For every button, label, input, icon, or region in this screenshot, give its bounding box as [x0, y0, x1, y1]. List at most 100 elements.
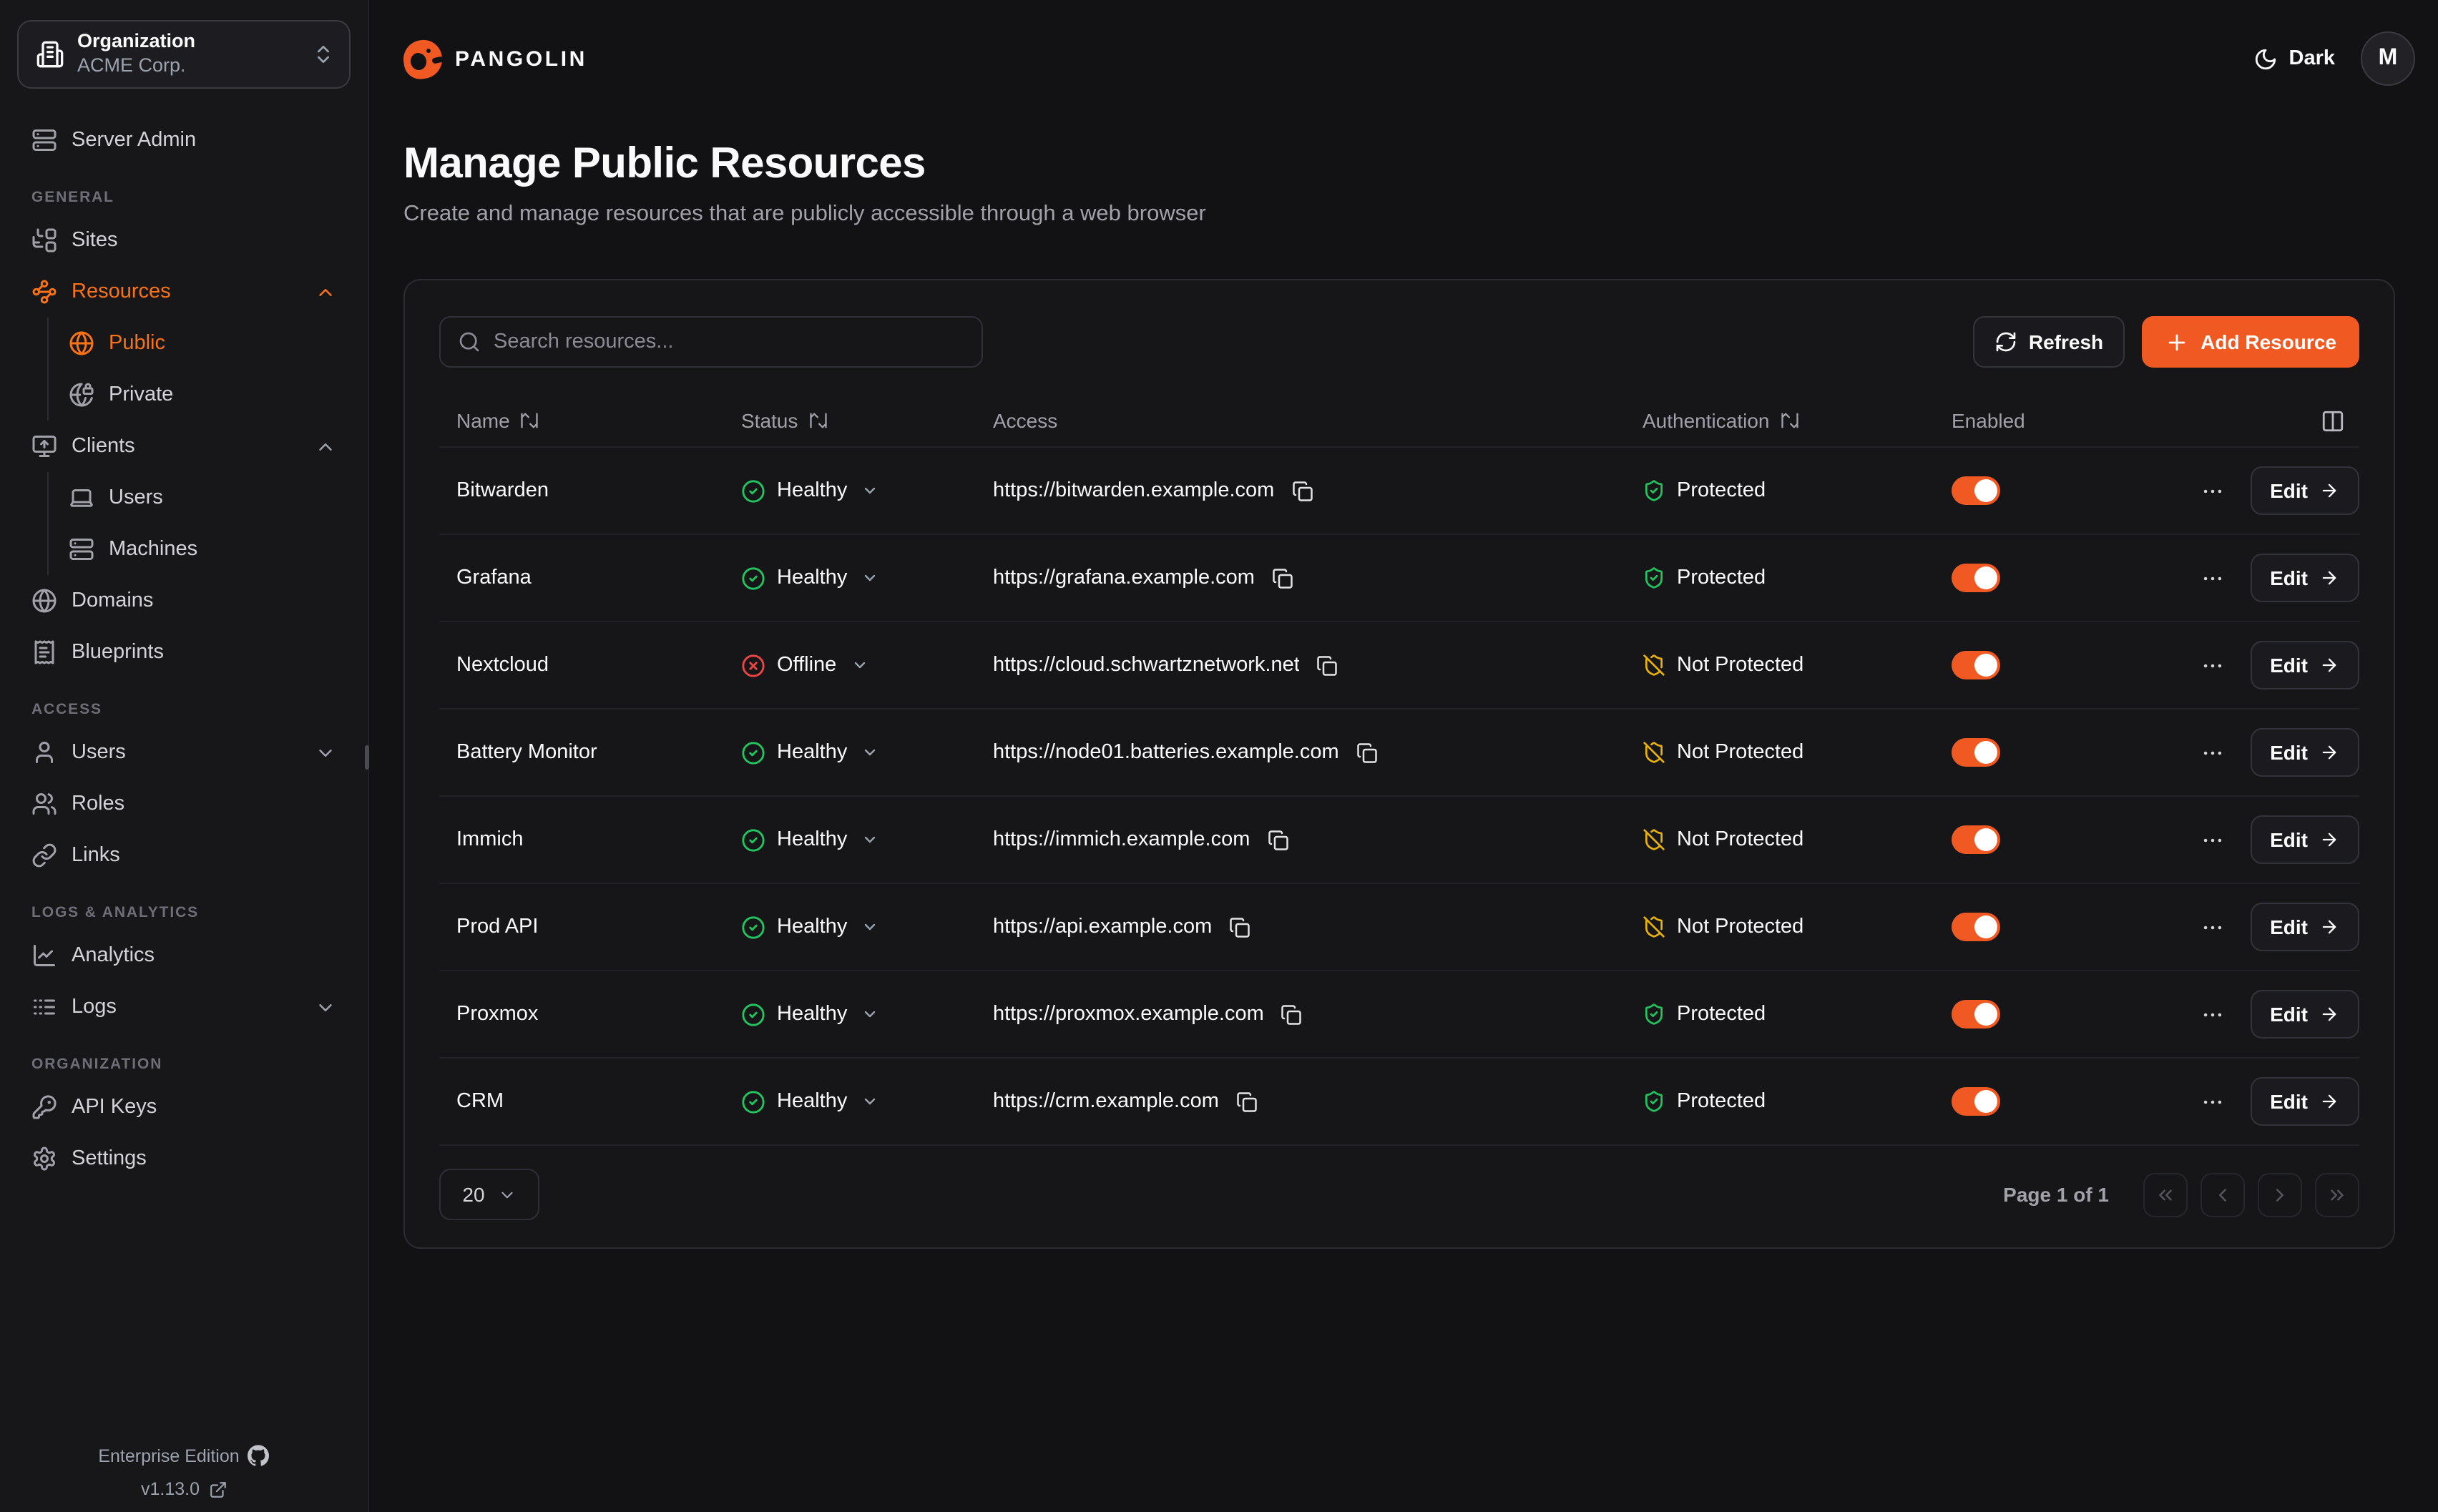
edit-button[interactable]: Edit — [2250, 1077, 2359, 1126]
refresh-button[interactable]: Refresh — [1972, 316, 2125, 368]
sidebar-item-api-keys[interactable]: API Keys — [17, 1081, 351, 1133]
sidebar-item-logs[interactable]: Logs — [17, 981, 351, 1033]
sidebar-item-links[interactable]: Links — [17, 830, 351, 881]
copy-icon[interactable] — [1226, 913, 1253, 941]
resource-url[interactable]: https://immich.example.com — [993, 828, 1250, 851]
sidebar-item-label: Private — [109, 383, 174, 406]
sidebar-item-roles[interactable]: Roles — [17, 778, 351, 830]
row-actions-button[interactable] — [2194, 560, 2230, 596]
edit-label: Edit — [2270, 566, 2308, 589]
sidebar-item-clients[interactable]: Clients — [17, 421, 351, 472]
enabled-toggle[interactable] — [1952, 476, 2000, 505]
org-switcher[interactable]: Organization ACME Corp. — [17, 20, 351, 89]
enabled-toggle[interactable] — [1952, 1000, 2000, 1029]
enabled-toggle[interactable] — [1952, 738, 2000, 767]
sidebar-item-label: Roles — [72, 792, 125, 815]
brand[interactable]: PANGOLIN — [401, 36, 587, 81]
status-dropdown[interactable]: Offline — [724, 653, 976, 677]
copy-icon[interactable] — [1233, 1088, 1260, 1115]
resource-url[interactable]: https://crm.example.com — [993, 1090, 1219, 1113]
resources-icon — [31, 279, 57, 305]
edit-button[interactable]: Edit — [2250, 903, 2359, 951]
sidebar-item-sites[interactable]: Sites — [17, 215, 351, 266]
previous-page-button[interactable] — [2200, 1172, 2245, 1217]
enabled-toggle[interactable] — [1952, 825, 2000, 854]
sidebar-item-resources[interactable]: Resources — [17, 266, 351, 318]
first-page-button[interactable] — [2143, 1172, 2188, 1217]
sidebar-item-settings[interactable]: Settings — [17, 1133, 351, 1184]
copy-icon[interactable] — [1269, 564, 1296, 591]
next-page-button[interactable] — [2258, 1172, 2302, 1217]
copy-icon[interactable] — [1353, 739, 1381, 766]
search-input[interactable] — [494, 330, 964, 353]
chevron-down-icon — [315, 742, 336, 763]
status-dropdown[interactable]: Healthy — [724, 740, 976, 765]
sidebar-scrollbar-thumb[interactable] — [365, 745, 369, 770]
column-header-authentication[interactable]: Authentication — [1625, 409, 1934, 432]
enabled-toggle[interactable] — [1952, 1087, 2000, 1116]
edit-button[interactable]: Edit — [2250, 466, 2359, 515]
page-size-select[interactable]: 20 — [439, 1169, 539, 1220]
last-page-button[interactable] — [2315, 1172, 2359, 1217]
sidebar-item-blueprints[interactable]: Blueprints — [17, 627, 351, 678]
status-dropdown[interactable]: Healthy — [724, 1002, 976, 1026]
copy-icon[interactable] — [1278, 1001, 1306, 1028]
sidebar-item-public[interactable]: Public — [53, 318, 351, 369]
resource-url[interactable]: https://node01.batteries.example.com — [993, 741, 1339, 764]
edit-button[interactable]: Edit — [2250, 990, 2359, 1039]
sidebar-item-users[interactable]: Users — [17, 727, 351, 778]
resource-url[interactable]: https://api.example.com — [993, 915, 1213, 938]
shield-off-icon — [1643, 828, 1665, 851]
sidebar-item-domains[interactable]: Domains — [17, 575, 351, 627]
column-header-status[interactable]: Status — [724, 409, 976, 432]
row-actions-button[interactable] — [2194, 647, 2230, 683]
edit-button[interactable]: Edit — [2250, 641, 2359, 689]
resource-url[interactable]: https://grafana.example.com — [993, 566, 1255, 589]
copy-icon[interactable] — [1288, 477, 1316, 504]
columns-toggle-button[interactable] — [2318, 406, 2348, 436]
column-header-name[interactable]: Name — [439, 409, 724, 432]
row-actions-button[interactable] — [2194, 909, 2230, 945]
chevron-down-icon — [861, 569, 878, 586]
edit-button[interactable]: Edit — [2250, 728, 2359, 777]
status-dropdown[interactable]: Healthy — [724, 566, 976, 590]
status-dropdown[interactable]: Healthy — [724, 915, 976, 939]
avatar[interactable]: M — [2361, 31, 2415, 86]
resource-url[interactable]: https://proxmox.example.com — [993, 1003, 1264, 1026]
github-icon[interactable] — [248, 1445, 270, 1466]
table-row: Bitwarden Healthy https://bitwarden.exam… — [439, 448, 2359, 535]
sidebar-item-analytics[interactable]: Analytics — [17, 930, 351, 981]
sidebar-item-machines[interactable]: Machines — [53, 524, 351, 575]
sidebar-item-private[interactable]: Private — [53, 369, 351, 421]
authentication-label: Not Protected — [1677, 915, 1804, 938]
theme-toggle-button[interactable]: Dark — [2253, 46, 2335, 71]
copy-icon[interactable] — [1314, 652, 1341, 679]
column-label: Name — [456, 409, 510, 432]
row-actions-button[interactable] — [2194, 735, 2230, 770]
row-actions-button[interactable] — [2194, 473, 2230, 509]
table-row: Battery Monitor Healthy https://node01.b… — [439, 710, 2359, 797]
row-actions-button[interactable] — [2194, 1084, 2230, 1119]
row-actions-button[interactable] — [2194, 996, 2230, 1032]
edit-button[interactable]: Edit — [2250, 554, 2359, 602]
enabled-toggle[interactable] — [1952, 564, 2000, 592]
sidebar-item-client-users[interactable]: Users — [53, 472, 351, 524]
external-link-icon[interactable] — [208, 1480, 227, 1498]
access-cell: https://node01.batteries.example.com — [976, 739, 1625, 766]
edit-button[interactable]: Edit — [2250, 815, 2359, 864]
copy-icon[interactable] — [1264, 826, 1291, 853]
status-label: Offline — [777, 654, 837, 677]
status-dropdown[interactable]: Healthy — [724, 1089, 976, 1114]
resource-url[interactable]: https://cloud.schwartznetwork.net — [993, 654, 1300, 677]
sidebar-item-server-admin[interactable]: Server Admin — [17, 114, 351, 166]
status-dropdown[interactable]: Healthy — [724, 828, 976, 852]
enabled-toggle[interactable] — [1952, 913, 2000, 941]
link-icon — [31, 843, 57, 868]
enabled-toggle[interactable] — [1952, 651, 2000, 679]
status-dropdown[interactable]: Healthy — [724, 478, 976, 503]
row-actions-button[interactable] — [2194, 822, 2230, 858]
authentication-label: Protected — [1677, 566, 1766, 589]
nav-section-access: ACCESS — [31, 701, 102, 718]
resource-url[interactable]: https://bitwarden.example.com — [993, 479, 1275, 502]
add-resource-button[interactable]: Add Resource — [2142, 316, 2359, 368]
